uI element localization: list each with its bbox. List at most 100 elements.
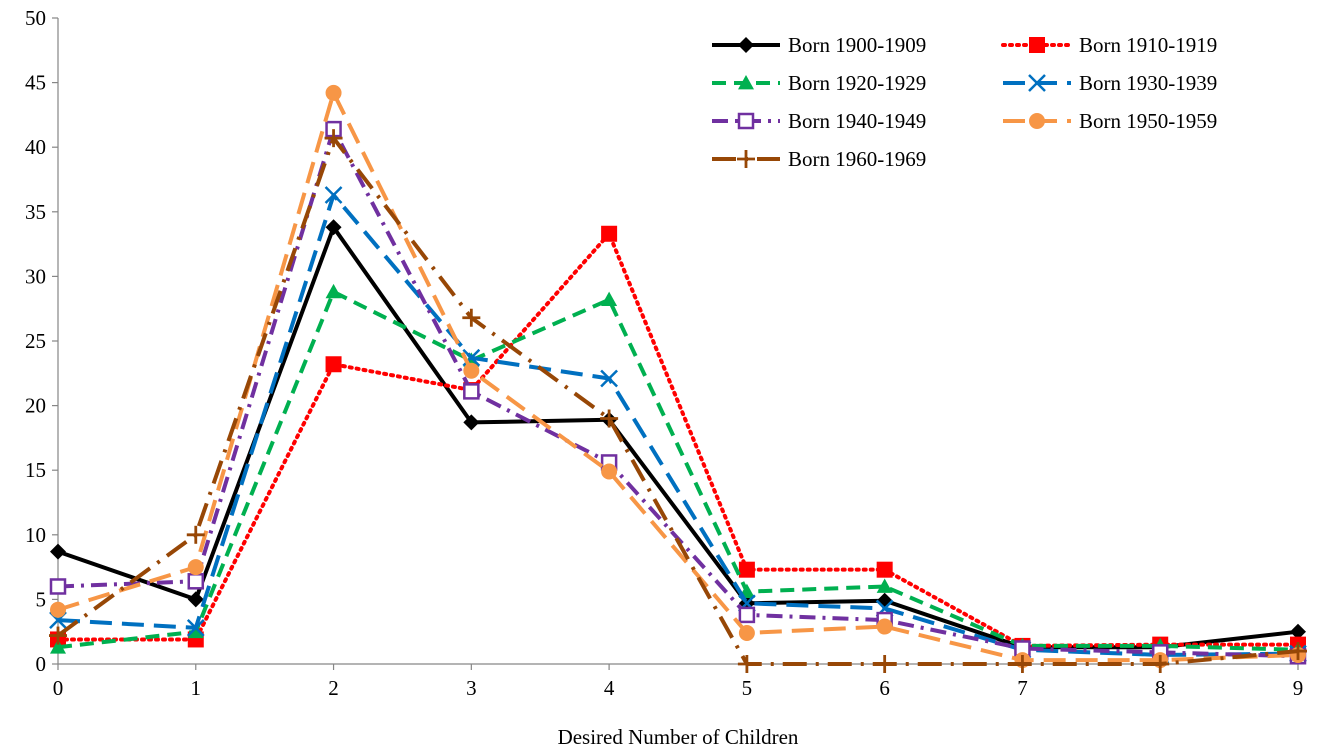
data-point xyxy=(1289,642,1307,661)
data-point xyxy=(49,626,67,645)
series-line xyxy=(57,289,1299,652)
x-tick-label: 9 xyxy=(1293,676,1304,700)
x-axis-title: Desired Number of Children xyxy=(558,725,799,749)
data-point xyxy=(876,561,893,578)
data-point xyxy=(187,573,205,590)
data-point xyxy=(50,639,66,654)
data-point xyxy=(876,592,893,609)
series-line xyxy=(56,231,1300,648)
data-point xyxy=(875,655,894,673)
data-point xyxy=(187,559,204,576)
data-point xyxy=(1013,655,1032,673)
y-tick-label: 15 xyxy=(25,458,46,482)
data-point xyxy=(49,578,67,595)
legend-item: Born 1950-1959 xyxy=(1003,109,1217,133)
y-tick-label: 10 xyxy=(25,523,46,547)
data-point xyxy=(187,623,204,639)
data-point xyxy=(324,186,343,204)
marker-stroke xyxy=(1028,74,1046,92)
data-point xyxy=(601,225,618,242)
series-line xyxy=(56,136,1299,666)
data-point xyxy=(1290,623,1306,640)
y-tick-label: 5 xyxy=(36,587,47,611)
legend-item: Born 1960-1969 xyxy=(712,147,926,171)
data-point xyxy=(876,618,893,635)
legend-label: Born 1950-1959 xyxy=(1079,109,1217,133)
y-tick-label: 40 xyxy=(25,135,46,159)
legend-item: Born 1920-1929 xyxy=(712,71,926,95)
series-born-1960-1969 xyxy=(49,129,1307,673)
data-point xyxy=(325,219,342,236)
data-point xyxy=(325,84,342,101)
data-point xyxy=(738,624,755,641)
data-point xyxy=(463,414,480,431)
x-tick-label: 5 xyxy=(742,676,753,700)
data-point xyxy=(463,383,480,400)
y-tick-label: 45 xyxy=(25,71,46,95)
legend: Born 1900-1909 Born 1910-1919 Born 1920-19… xyxy=(712,33,1217,171)
legend-swatch-marker xyxy=(737,150,755,168)
series-born-1940-1949 xyxy=(49,120,1307,665)
x-tick-label: 0 xyxy=(53,676,64,700)
legend-label: Born 1900-1909 xyxy=(788,33,926,57)
data-point xyxy=(463,362,480,379)
y-tick-label: 25 xyxy=(25,329,46,353)
marker-stroke xyxy=(324,186,343,204)
x-tick-label: 4 xyxy=(604,676,615,700)
legend-swatch-marker xyxy=(738,75,754,90)
legend-item: Born 1900-1909 xyxy=(712,33,926,57)
data-point xyxy=(325,283,342,299)
data-point xyxy=(50,601,66,618)
data-point xyxy=(186,618,205,637)
legend-swatch-marker xyxy=(1029,37,1045,53)
data-point xyxy=(50,543,66,560)
legend-item: Born 1910-1919 xyxy=(1001,33,1217,57)
data-point xyxy=(187,591,204,608)
legend-item: Born 1930-1939 xyxy=(1003,71,1217,95)
series-line xyxy=(57,193,1299,657)
legend-label: Born 1940-1949 xyxy=(788,109,926,133)
data-point xyxy=(600,409,619,428)
series-born-1950-1959 xyxy=(50,84,1306,669)
legend-label: Born 1910-1919 xyxy=(1079,33,1217,57)
legend-label: Born 1920-1929 xyxy=(788,71,926,95)
legend-label: Born 1930-1939 xyxy=(1079,71,1217,95)
x-tick-label: 7 xyxy=(1017,676,1028,700)
data-point xyxy=(324,129,343,148)
data-point xyxy=(325,356,342,373)
series-line xyxy=(57,225,1299,650)
y-tick-label: 20 xyxy=(25,394,46,418)
data-point xyxy=(600,369,618,388)
x-tick-label: 3 xyxy=(466,676,477,700)
x-tick-label: 8 xyxy=(1155,676,1166,700)
y-tick-label: 50 xyxy=(25,6,46,30)
data-point xyxy=(601,291,618,307)
legend-swatch-marker xyxy=(1029,113,1045,129)
legend-label: Born 1960-1969 xyxy=(788,147,926,171)
y-tick-label: 0 xyxy=(36,652,47,676)
series-line xyxy=(57,90,1299,663)
legend-item: Born 1940-1949 xyxy=(712,109,926,133)
x-tick-label: 6 xyxy=(879,676,890,700)
data-point xyxy=(738,606,756,624)
data-point xyxy=(737,655,756,673)
legend-swatch-marker xyxy=(738,37,754,53)
data-point xyxy=(1151,655,1170,673)
x-tick-label: 2 xyxy=(328,676,339,700)
y-tick-label: 30 xyxy=(25,264,46,288)
series-born-1910-1919 xyxy=(50,225,1306,654)
data-point xyxy=(876,578,893,593)
series-born-1920-1929 xyxy=(50,283,1306,657)
data-point xyxy=(738,561,755,578)
data-point xyxy=(186,525,205,544)
plot-area xyxy=(49,84,1307,673)
legend-swatch-marker xyxy=(1028,74,1046,92)
x-tick-label: 1 xyxy=(191,676,202,700)
data-point xyxy=(601,463,618,480)
marker-stroke xyxy=(600,369,618,388)
marker-stroke xyxy=(186,618,205,637)
y-tick-label: 35 xyxy=(25,200,46,224)
